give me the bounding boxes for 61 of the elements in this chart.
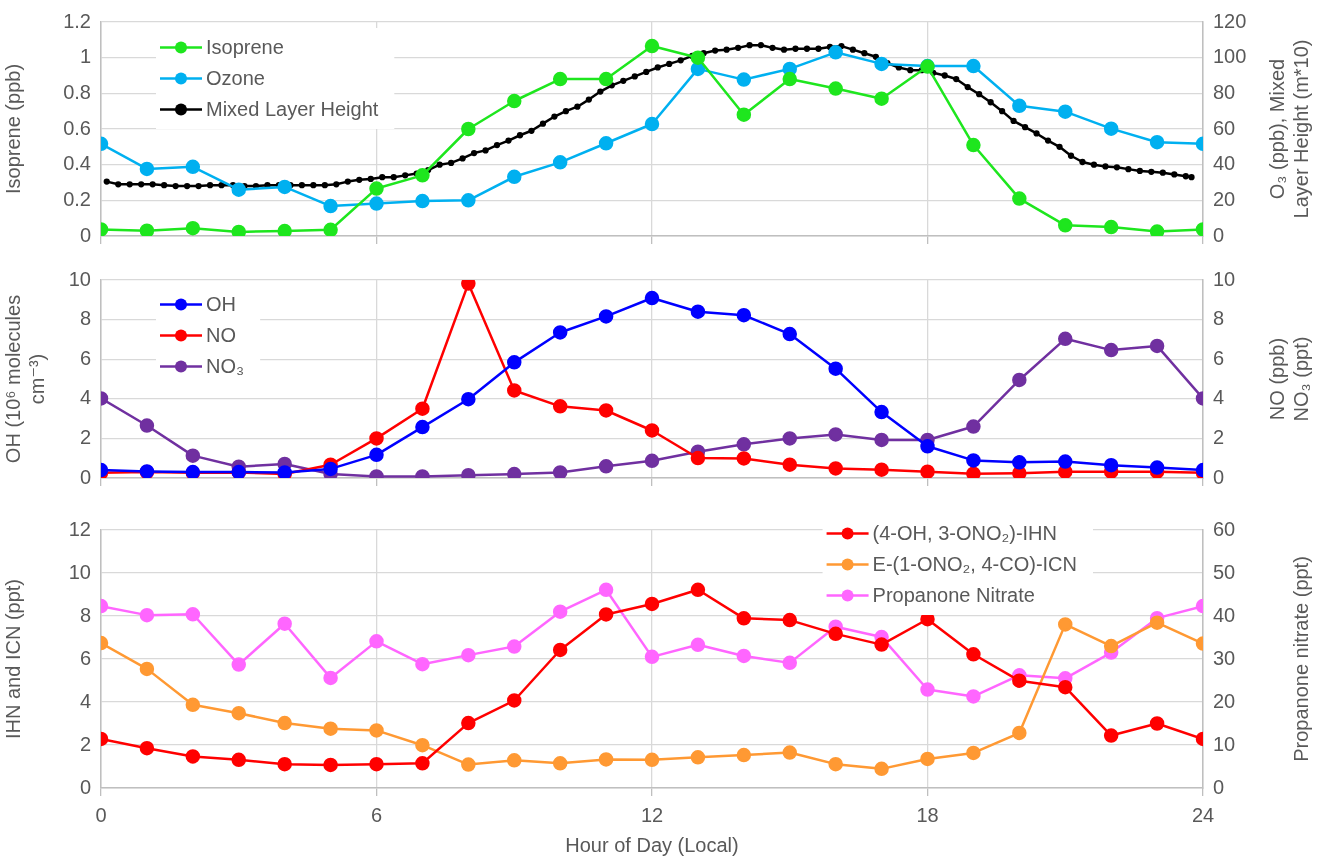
y2-tick-label: 20	[1213, 187, 1236, 210]
y2-axis-title: O₃ (ppb), Mixed Layer Height (m*10)	[1265, 39, 1312, 219]
y-tick-label: 1	[79, 45, 91, 68]
y2-tick-label: 30	[1213, 646, 1236, 669]
y2-tick-label: 4	[1213, 386, 1225, 409]
y2-tick-label: 120	[1213, 9, 1247, 32]
x-tick-label: 12	[640, 803, 664, 826]
legend-label: NO	[206, 324, 236, 347]
x-tick-label: 24	[1191, 803, 1215, 826]
y2-axis-title: Propanone nitrate (ppt)	[1289, 556, 1312, 762]
y-axis-title: IHN and ICN (ppt)	[1, 578, 24, 740]
y-tick-label: 8	[79, 307, 91, 330]
x-tick-label: 0	[95, 803, 107, 826]
y2-tick-label: 20	[1213, 689, 1236, 712]
y2-tick-label: 40	[1213, 152, 1236, 175]
x-tick-label: 18	[916, 803, 939, 826]
y-tick-label: 10	[68, 267, 91, 290]
y2-tick-label: 50	[1213, 560, 1236, 583]
y-axis-title: Isoprene (ppb)	[1, 63, 24, 195]
y2-tick-label: 8	[1213, 307, 1225, 330]
legend-label: Isoprene	[206, 36, 284, 59]
y2-axis-title: NO (ppb) NO₃ (ppt)	[1265, 336, 1312, 422]
y-tick-label: 0.2	[63, 187, 91, 210]
legend-label: Ozone	[206, 67, 265, 90]
y-tick-label: 0.8	[63, 80, 91, 103]
y-tick-label: 2	[79, 732, 91, 755]
legend-label: NO₃	[206, 355, 245, 378]
y2-tick-label: 6	[1213, 346, 1225, 369]
y-tick-label: 2	[79, 425, 91, 448]
y2-tick-label: 2	[1213, 425, 1225, 448]
y-tick-label: 1.2	[63, 9, 91, 32]
y-tick-label: 0	[79, 465, 91, 488]
y-tick-label: 4	[79, 386, 91, 409]
y-axis-title: OH (10⁶ molecules cm⁻³)	[1, 294, 48, 464]
y-tick-label: 6	[79, 646, 91, 669]
y2-tick-label: 10	[1213, 732, 1236, 755]
y2-tick-label: 60	[1213, 116, 1236, 139]
y-tick-label: 6	[79, 346, 91, 369]
y2-tick-label: 10	[1213, 267, 1236, 290]
y-tick-label: 0	[79, 775, 91, 798]
y2-tick-label: 0	[1213, 223, 1225, 246]
legend-label: (4-OH, 3-ONO₂)-IHN	[872, 522, 1058, 545]
legend-label: Propanone Nitrate	[872, 584, 1035, 607]
y2-tick-label: 40	[1213, 603, 1236, 626]
y-tick-label: 0	[79, 223, 91, 246]
y-tick-label: 4	[79, 689, 91, 712]
legend-label: Mixed Layer Height	[206, 98, 379, 121]
y2-tick-label: 80	[1213, 80, 1236, 103]
legend-label: E-(1-ONO₂, 4-CO)-ICN	[872, 553, 1078, 576]
y-tick-label: 8	[79, 603, 91, 626]
legend-label: OH	[206, 293, 236, 316]
x-tick-label: 6	[370, 803, 383, 826]
x-axis-title: Hour of Day (Local)	[565, 833, 739, 856]
y2-tick-label: 0	[1213, 775, 1225, 798]
y-tick-label: 0.4	[63, 152, 91, 175]
y2-tick-label: 0	[1213, 465, 1225, 488]
y2-tick-label: 60	[1213, 517, 1236, 540]
y2-tick-label: 100	[1213, 45, 1247, 68]
y-tick-label: 0.6	[63, 116, 91, 139]
y-tick-label: 10	[68, 560, 91, 583]
y-tick-label: 12	[68, 517, 91, 540]
